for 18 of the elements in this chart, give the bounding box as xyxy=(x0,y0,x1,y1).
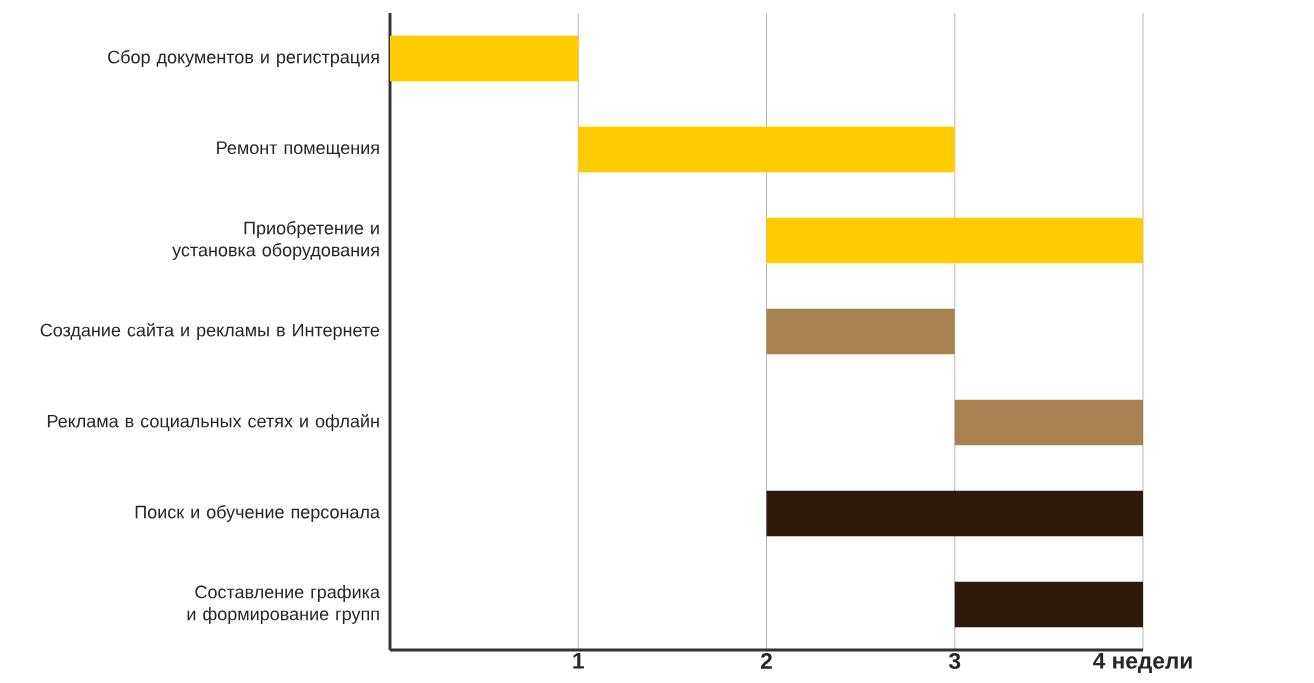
y-tick-label: Ремонт помещения xyxy=(217,141,379,158)
y-tick-label: Приобретение и установка оборудования xyxy=(172,221,379,260)
bar xyxy=(390,35,579,82)
x-tick-label: 2 xyxy=(760,652,772,669)
bar xyxy=(766,308,955,355)
x-tick-label: 3 xyxy=(948,652,961,670)
x-tick-label: 4 недели xyxy=(1093,652,1192,674)
y-tick-label: Реклама в социальных сетях и офлайн xyxy=(47,413,379,432)
bar xyxy=(954,399,1143,446)
y-tick-label: Сбор документов и регистрация xyxy=(108,50,379,67)
x-tick-label: 1 xyxy=(573,652,584,669)
bar xyxy=(578,126,955,173)
bar xyxy=(766,217,1143,264)
y-tick-label: Поиск и обучение персонала xyxy=(135,505,380,522)
bar xyxy=(954,581,1143,628)
bar xyxy=(766,490,1143,537)
y-tick-label: Создание сайта и рекламы в Интернете xyxy=(40,322,380,341)
y-tick-label: Составление графика и формирование групп xyxy=(187,585,380,624)
